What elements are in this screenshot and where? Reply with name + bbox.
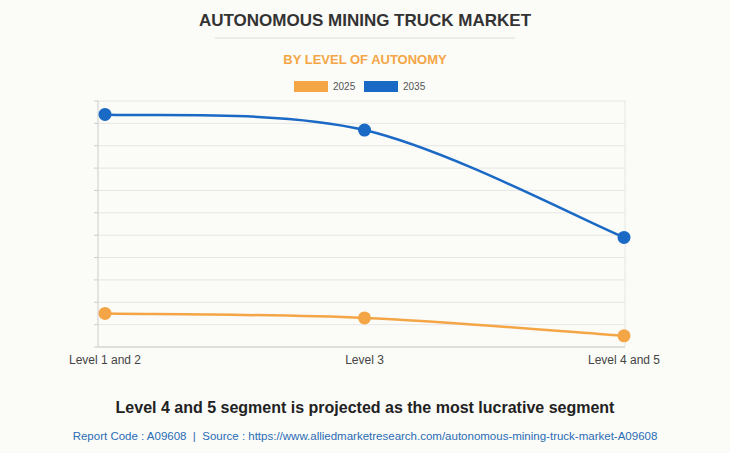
point <box>358 124 371 137</box>
grid-frame <box>625 101 626 347</box>
y-axis <box>98 101 99 347</box>
series-line <box>105 114 624 237</box>
grid-line <box>98 101 625 102</box>
subtitle: BY LEVEL OF AUTONOMY <box>283 52 447 67</box>
x-axis <box>98 347 625 348</box>
y-tick <box>94 212 98 213</box>
point <box>358 311 371 324</box>
title-rule <box>215 38 515 39</box>
y-tick <box>94 168 98 169</box>
grid-line <box>98 279 625 280</box>
legend-label: 2025 <box>333 81 356 92</box>
point <box>618 329 631 342</box>
point <box>99 108 112 121</box>
grid-line <box>98 145 625 146</box>
y-tick <box>94 235 98 236</box>
grid-line <box>98 212 625 213</box>
y-tick <box>94 101 98 102</box>
grid-line <box>98 257 625 258</box>
y-tick <box>94 279 98 280</box>
grid-line <box>98 168 625 169</box>
caption: Level 4 and 5 segment is projected as th… <box>116 399 616 416</box>
plot-area <box>99 108 631 342</box>
legend-swatch <box>364 81 398 92</box>
grid-line <box>98 235 625 236</box>
x-tick-label: Level 3 <box>345 353 384 367</box>
legend-swatch <box>294 81 328 92</box>
point <box>618 231 631 244</box>
y-tick <box>94 123 98 124</box>
title: AUTONOMOUS MINING TRUCK MARKET <box>199 11 532 30</box>
grid-line <box>98 324 625 325</box>
y-tick <box>94 302 98 303</box>
legend-label: 2035 <box>403 81 426 92</box>
y-tick <box>94 190 98 191</box>
y-tick <box>94 257 98 258</box>
grid-line <box>98 123 625 124</box>
grid-line <box>98 347 625 348</box>
grid-line <box>98 302 625 303</box>
y-tick <box>94 347 98 348</box>
x-tick-label: Level 4 and 5 <box>588 353 660 367</box>
y-tick <box>94 324 98 325</box>
y-tick <box>94 145 98 146</box>
source: Report Code : A09608 | Source : https://… <box>73 430 658 442</box>
chart: AUTONOMOUS MINING TRUCK MARKET BY LEVEL O… <box>0 0 730 453</box>
grid-line <box>98 190 625 191</box>
x-tick-label: Level 1 and 2 <box>69 353 141 367</box>
point <box>99 307 112 320</box>
